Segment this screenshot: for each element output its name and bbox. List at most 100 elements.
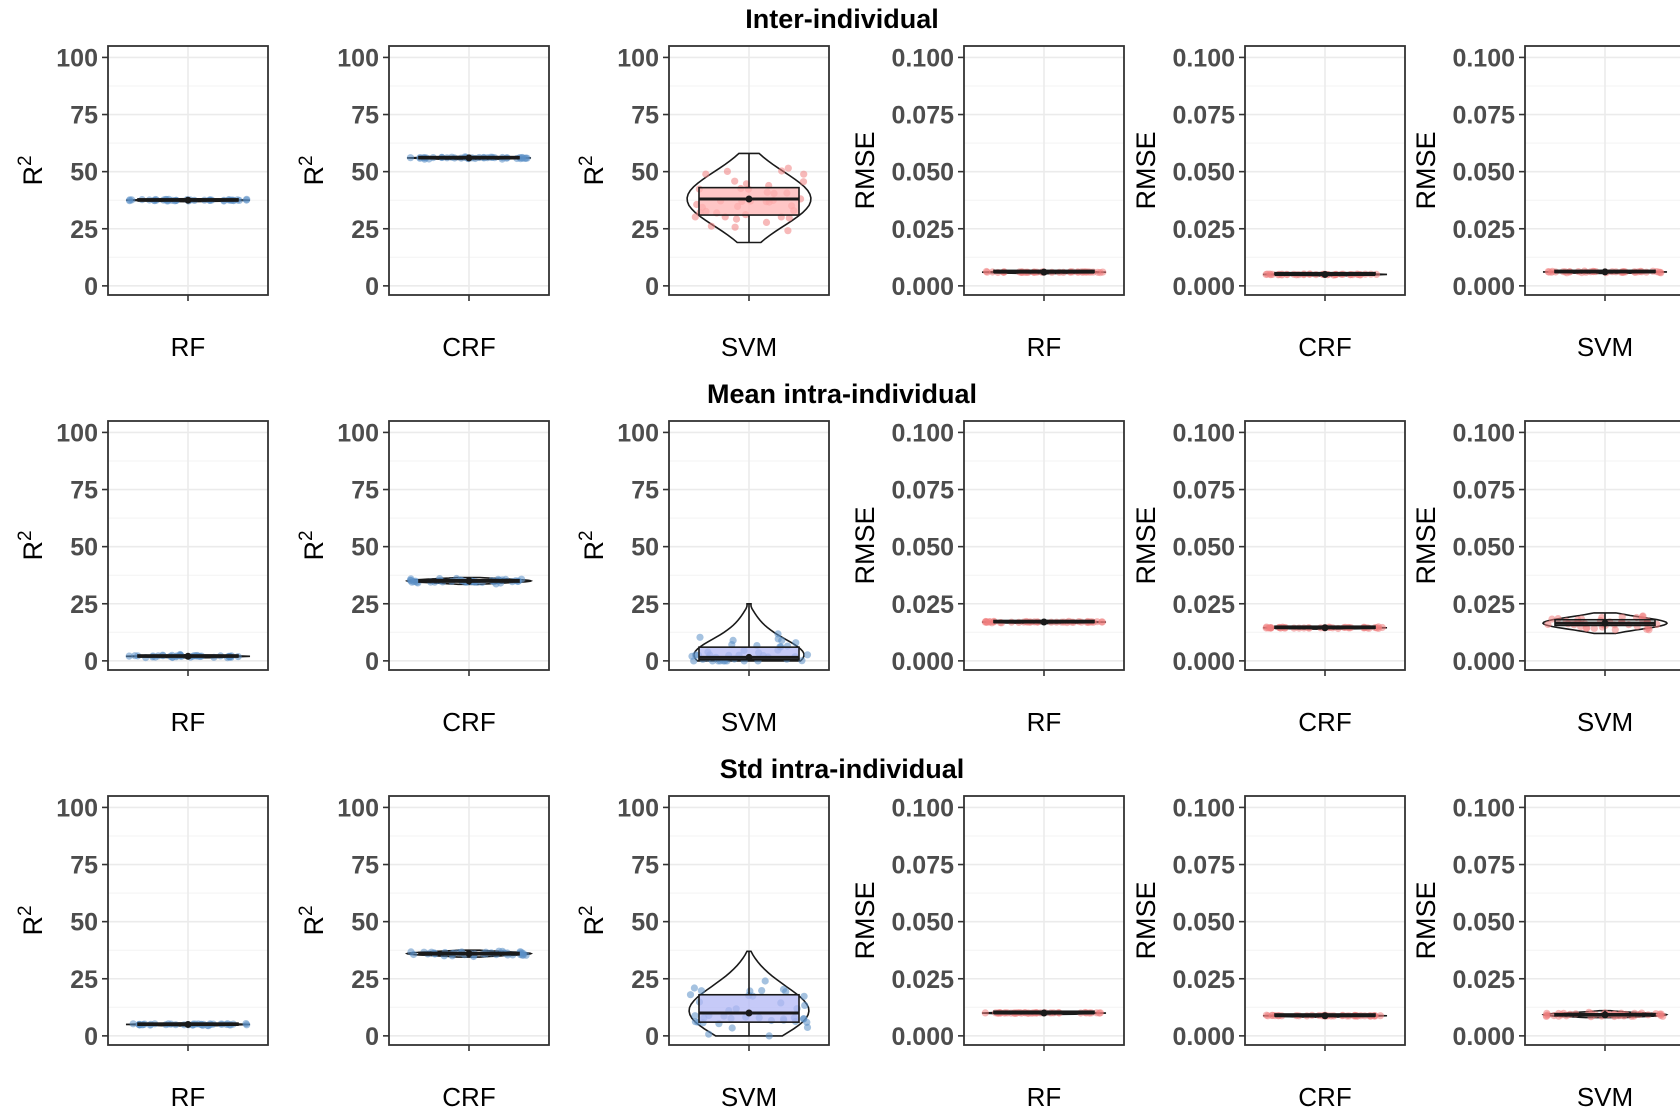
y-axis-label: R2 (576, 905, 609, 935)
y-tick-label: 0.025 (1172, 591, 1235, 619)
data-point (1262, 270, 1270, 279)
x-category-label: RF (1027, 1082, 1062, 1112)
data-point (792, 639, 800, 647)
y-tick-label: 50 (70, 534, 98, 562)
y-tick-label: 0.050 (891, 909, 954, 937)
y-axis-label: R2 (15, 905, 48, 935)
row-title: Std intra-individual (720, 754, 965, 784)
median-point (1601, 268, 1609, 276)
y-tick-label: 0.000 (1172, 273, 1235, 301)
data-point (243, 1021, 251, 1029)
y-axis-label-text: RMSE (1411, 506, 1441, 584)
data-point (1093, 618, 1101, 626)
data-point (746, 987, 754, 995)
data-point (1582, 624, 1590, 632)
y-tick-label: 0.025 (1452, 591, 1515, 619)
data-point (1548, 615, 1556, 623)
y-axis-label: R2 (576, 155, 609, 185)
data-point (129, 1020, 137, 1028)
data-point (758, 987, 766, 995)
y-axis-label-text: R (299, 166, 329, 186)
y-axis-label-text: RMSE (1131, 506, 1161, 584)
y-tick-label: 0.000 (1452, 648, 1515, 676)
panel-0-rf-rmse: 0.000 0.025 0.050 0.075 0.100 RMSE RF (850, 44, 1125, 362)
y-tick-label: 0.075 (1452, 102, 1515, 130)
y-tick-label: 75 (351, 477, 379, 505)
data-point (785, 214, 793, 222)
median-point (745, 195, 753, 203)
x-category-label: SVM (721, 707, 777, 737)
y-axis-label-text: R (579, 541, 609, 561)
y-tick-label: 75 (70, 852, 98, 880)
y-tick-label: 100 (617, 419, 659, 447)
data-point (1645, 626, 1653, 634)
y-tick-label: 0.100 (1172, 44, 1235, 72)
y-tick-label: 0.000 (1172, 648, 1235, 676)
median-point (1321, 624, 1329, 632)
y-axis-label-text: RMSE (850, 881, 880, 959)
violin (693, 603, 805, 662)
y-tick-label: 25 (351, 591, 379, 619)
y-tick-label: 0.100 (891, 44, 954, 72)
y-tick-label: 75 (631, 852, 659, 880)
data-point (686, 991, 695, 999)
y-axis-label: R2 (15, 155, 48, 185)
y-tick-label: 0.025 (891, 591, 954, 619)
data-point (784, 164, 792, 172)
y-axis-label-text: R (579, 166, 609, 186)
x-category-label: SVM (1577, 707, 1633, 737)
y-tick-label: 0.050 (1452, 159, 1515, 187)
panel-2-rf-r2: 0 25 50 75 100 R2 RF (15, 794, 269, 1112)
median-point (465, 154, 473, 162)
panel-0-svm-r2: 0 25 50 75 100 R2 SVM (576, 44, 830, 362)
data-point (690, 984, 699, 992)
y-axis-label-superscript: 2 (576, 905, 597, 916)
panel-1-rf-r2: 0 25 50 75 100 R2 RF (15, 419, 269, 737)
data-point (126, 196, 134, 204)
y-axis-label: R2 (296, 155, 329, 185)
y-axis-label: RMSE (850, 506, 880, 584)
data-point (1096, 1009, 1104, 1017)
data-point (803, 1023, 812, 1031)
data-point (778, 167, 786, 175)
y-tick-label: 75 (631, 102, 659, 130)
y-axis-label-superscript: 2 (576, 530, 597, 541)
panel-1-rf-rmse: 0.000 0.025 0.050 0.075 0.100 RMSE RF (850, 419, 1125, 737)
y-tick-label: 0.100 (1172, 794, 1235, 822)
y-tick-label: 0 (365, 273, 379, 301)
y-tick-label: 100 (56, 44, 98, 72)
x-category-label: RF (1027, 707, 1062, 737)
x-category-label: RF (1027, 332, 1062, 362)
data-point (523, 154, 531, 162)
y-axis-label-superscript: 2 (15, 905, 36, 916)
y-tick-label: 0.100 (1452, 419, 1515, 447)
data-point (406, 154, 415, 162)
data-point (784, 227, 792, 235)
data-point (696, 633, 704, 641)
data-point (761, 977, 769, 985)
y-tick-label: 0 (365, 648, 379, 676)
data-point (131, 652, 139, 660)
y-axis-label-text: R (18, 916, 48, 936)
row-title: Mean intra-individual (707, 379, 977, 409)
data-point (801, 1001, 809, 1010)
data-point (762, 218, 771, 226)
median-point (745, 1009, 753, 1017)
y-tick-label: 0.075 (1172, 477, 1235, 505)
y-tick-label: 50 (351, 159, 379, 187)
panel-2-crf-r2: 0 25 50 75 100 R2 CRF (296, 794, 550, 1112)
y-tick-label: 0.000 (891, 273, 954, 301)
y-tick-label: 50 (70, 159, 98, 187)
data-point (243, 195, 251, 203)
panel-background (1525, 796, 1680, 1045)
y-tick-label: 100 (617, 794, 659, 822)
y-tick-label: 0 (84, 1023, 98, 1051)
data-point (691, 213, 699, 221)
median-point (465, 950, 473, 958)
y-tick-label: 0.025 (891, 966, 954, 994)
x-category-label: SVM (721, 332, 777, 362)
data-point (1098, 618, 1106, 626)
y-axis-label-superscript: 2 (296, 905, 317, 916)
panel-2-rf-rmse: 0.000 0.025 0.050 0.075 0.100 RMSE RF (850, 794, 1125, 1112)
